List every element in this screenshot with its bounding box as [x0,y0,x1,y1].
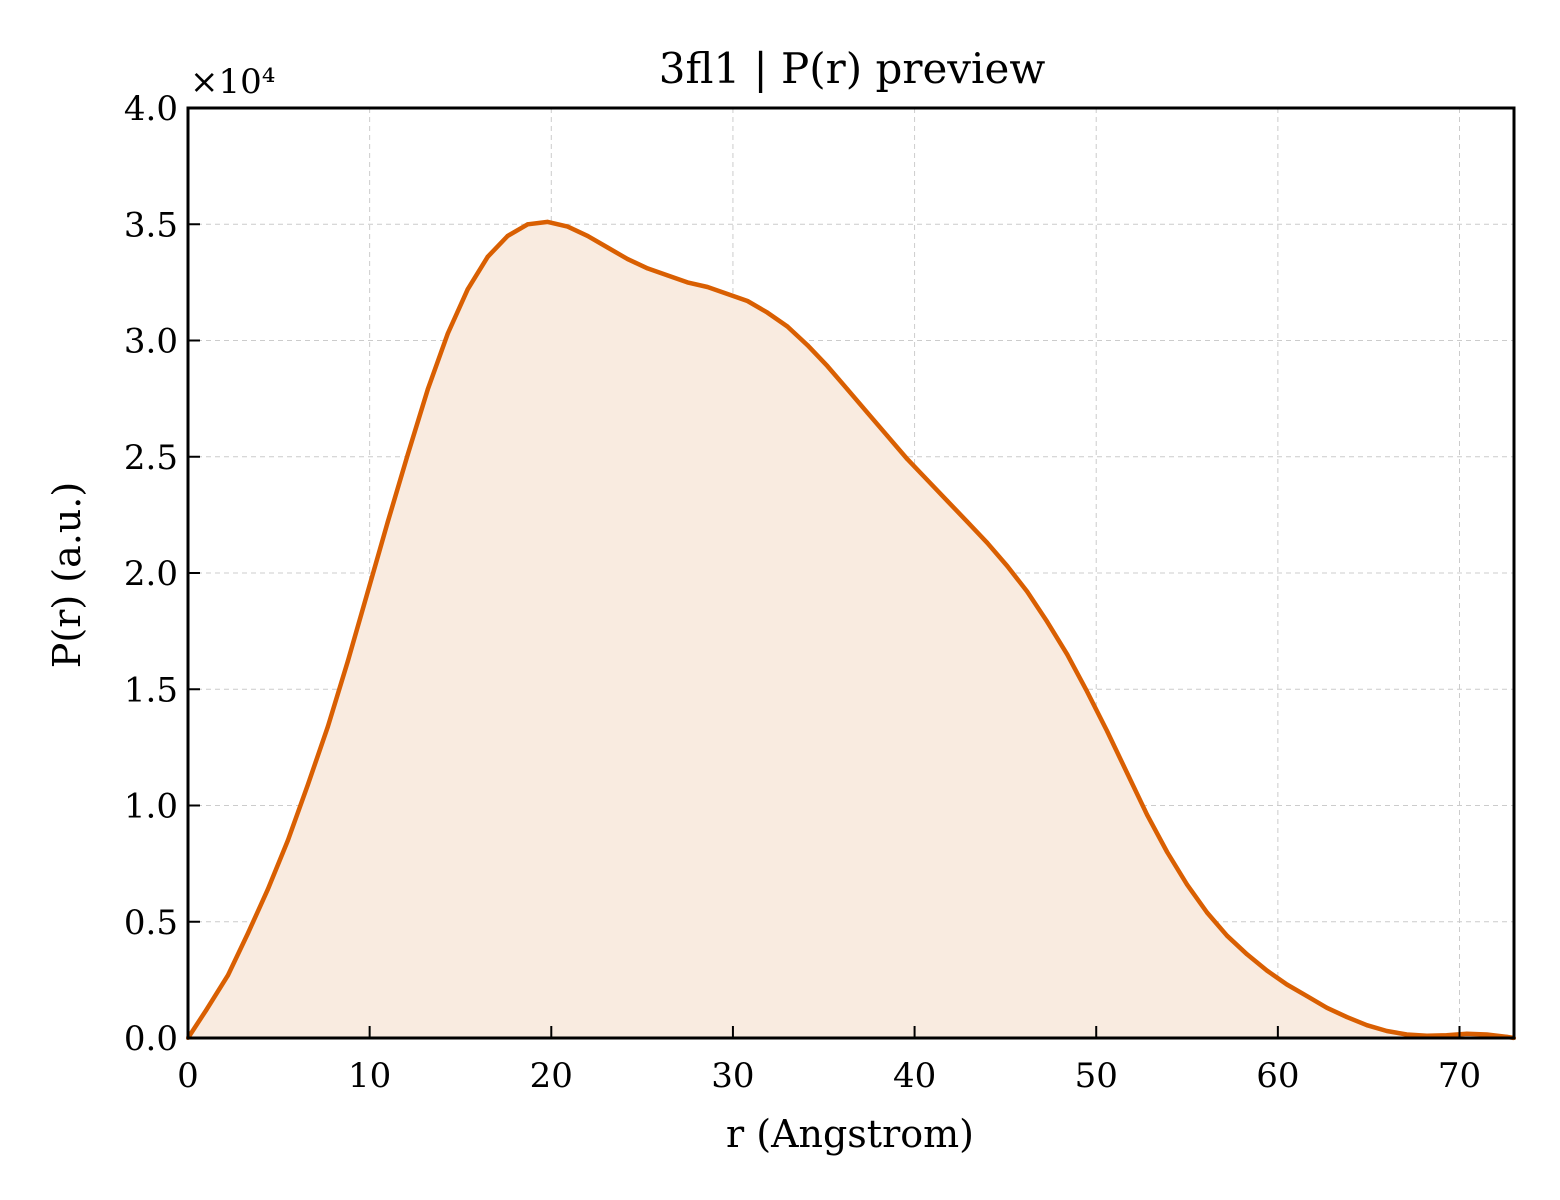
data-point [1205,910,1209,915]
data-point [645,266,650,271]
data-point [545,219,550,224]
data-point [685,280,690,285]
data-point [885,433,890,438]
data-point [1364,1023,1369,1028]
data-point [265,887,270,892]
data-point [985,540,990,545]
data-point [226,973,230,978]
data-point [805,343,810,348]
data-point [1105,729,1110,734]
data-point [325,724,330,729]
data-point [745,299,750,303]
data-point [1324,1005,1329,1010]
data-point [605,245,610,250]
data-point [405,452,410,457]
data-point [1045,619,1050,624]
data-point [1265,968,1269,973]
data-point [525,222,530,227]
data-point [765,310,770,315]
y-tick-label: 3.5 [124,205,178,245]
pr-area-fill [188,221,1514,1038]
x-tick-label: 30 [711,1056,754,1096]
data-point [865,410,870,415]
data-point [1085,689,1090,694]
y-tick-label: 1.5 [124,670,178,710]
y-tick-label: 0.5 [124,903,178,943]
x-tick-label: 20 [530,1056,573,1096]
y-tick-label: 3.0 [124,322,178,362]
data-point [1344,1015,1349,1020]
data-point [305,782,310,787]
data-point [1245,952,1249,957]
y-tick-label: 2.0 [124,554,178,594]
data-point [1304,994,1309,999]
x-tick-label: 60 [1256,1056,1299,1096]
data-point [565,224,570,229]
data-point [1284,982,1289,987]
data-point [725,292,730,296]
x-tick-label: 70 [1438,1056,1481,1096]
x-tick-label: 40 [893,1056,936,1096]
data-point [585,233,590,238]
data-point [1185,882,1189,887]
data-point [245,931,250,936]
data-point [1404,1032,1409,1037]
data-point [825,364,830,369]
data-point [505,233,510,238]
data-point [1444,1033,1449,1038]
data-point [345,659,350,664]
data-point [285,838,290,843]
data-point [1484,1032,1489,1037]
x-tick-label: 10 [348,1056,391,1096]
data-point [1005,564,1010,568]
x-ticks: 0 10 20 30 40 50 60 70 [177,1026,1481,1096]
data-point [945,498,950,503]
chart-title: 3fl1 | P(r) preview [659,44,1046,93]
data-point [1384,1029,1389,1033]
data-point [1464,1031,1469,1036]
data-point [1145,812,1150,817]
data-point [965,519,970,524]
y-tick-label: 0.0 [124,1019,178,1059]
y-tick-label: 4.0 [124,89,178,129]
data-point [365,589,370,594]
data-point [785,324,790,329]
x-axis-label: r (Angstrom) [726,1112,974,1156]
y-ticks: 0.0 0.5 1.0 1.5 2.0 2.5 3.0 3.5 4.0 [124,89,200,1059]
data-point [1065,652,1070,657]
data-point [1225,933,1229,938]
x-tick-label: 0 [177,1056,199,1096]
data-point [445,331,450,336]
data-point [204,1008,209,1013]
data-point [485,254,490,259]
data-point [845,387,850,392]
data-point [465,287,470,292]
y-axis-offset-label: ×10⁴ [190,62,275,102]
data-point [665,273,670,278]
data-point [625,257,630,262]
data-point [1025,589,1030,594]
y-tick-label: 1.0 [124,787,178,827]
y-tick-label: 2.5 [124,438,178,478]
data-point [1125,771,1130,775]
x-tick-label: 50 [1075,1056,1118,1096]
data-point [705,285,710,289]
data-point [925,478,930,482]
y-axis-label: P(r) (a.u.) [45,482,89,668]
pr-curve-line [186,219,1515,1041]
data-point [1165,850,1170,854]
data-point [425,387,430,392]
data-point [905,457,910,462]
data-point [385,519,390,524]
